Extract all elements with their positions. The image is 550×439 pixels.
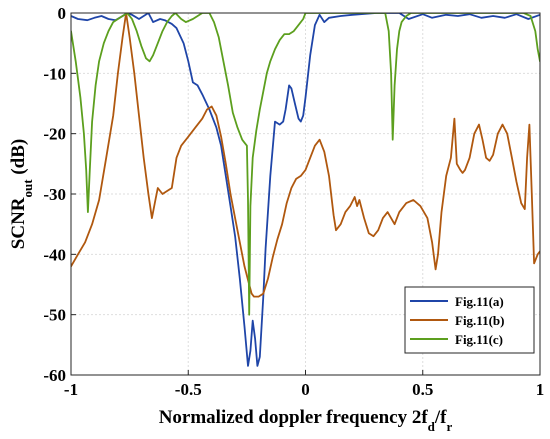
y-axis-ticks: 0 -10 -20 -30 -40 -50 -60 <box>43 4 76 385</box>
y-axis-label-sub: out <box>20 179 35 198</box>
x-tick: 1 <box>536 370 545 399</box>
x-tick-label: -0.5 <box>175 380 202 399</box>
x-tick-label: -1 <box>64 380 78 399</box>
series-line-2 <box>71 13 540 298</box>
y-tick: -40 <box>43 245 76 264</box>
y-tick-label: -10 <box>43 64 66 83</box>
y-tick: -60 <box>43 366 76 385</box>
y-tick-label: -50 <box>43 306 66 325</box>
legend-label-1: Fig.11(a) <box>455 294 504 309</box>
x-tick: -0.5 <box>175 370 202 399</box>
legend-label-3: Fig.11(c) <box>455 332 503 347</box>
x-tick: -1 <box>64 370 78 399</box>
x-axis-ticks: -1 -0.5 0 0.5 1 <box>64 370 544 399</box>
x-tick: 0.5 <box>412 370 433 399</box>
x-tick: 0 <box>301 370 310 399</box>
y-axis-label-unit: (dB) <box>8 139 29 180</box>
series-line-3 <box>71 13 540 316</box>
y-tick: -50 <box>43 306 76 325</box>
y-axis-label: SCNRout (dB) <box>8 139 35 249</box>
y-tick-label: -40 <box>43 245 66 264</box>
x-tick-label: 1 <box>536 380 545 399</box>
y-tick: -10 <box>43 64 76 83</box>
legend-label-2: Fig.11(b) <box>455 313 504 328</box>
x-tick-label: 0 <box>301 380 310 399</box>
y-tick-label: -20 <box>43 125 66 144</box>
y-tick: -20 <box>43 125 76 144</box>
x-axis-label-mid: /f <box>434 407 447 428</box>
y-tick: 0 <box>58 4 76 23</box>
x-tick-label: 0.5 <box>412 380 433 399</box>
x-axis-label-main: Normalized doppler frequency 2f <box>159 407 429 428</box>
x-axis-label: Normalized doppler frequency 2fd/fr <box>159 407 453 434</box>
y-tick: -30 <box>43 185 76 204</box>
y-tick-label: 0 <box>58 4 67 23</box>
y-tick-label: -30 <box>43 185 66 204</box>
x-axis-label-sub-r: r <box>447 419 453 434</box>
y-tick-label: -60 <box>43 366 66 385</box>
x-axis-label-sub-d: d <box>428 419 436 434</box>
y-axis-label-main: SCNR <box>8 197 29 249</box>
legend: Fig.11(a) Fig.11(b) Fig.11(c) <box>404 286 535 354</box>
